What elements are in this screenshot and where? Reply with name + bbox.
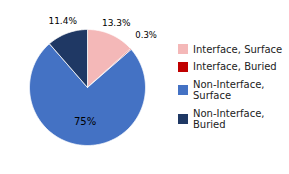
svg-text:13.3%: 13.3%: [102, 18, 131, 28]
svg-text:11.4%: 11.4%: [48, 16, 77, 26]
svg-text:0.3%: 0.3%: [135, 30, 157, 40]
html-text:Interface, Buried: Interface, Buried: [193, 61, 277, 72]
html-text:Interface, Surface: Interface, Surface: [193, 43, 283, 55]
html-text:Non-Interface, Surface: Non-Interface, Surface: [193, 78, 265, 101]
svg-text:75%: 75%: [74, 116, 96, 127]
html-text:Non-Interface, Buried: Non-Interface, Buried: [193, 107, 265, 130]
